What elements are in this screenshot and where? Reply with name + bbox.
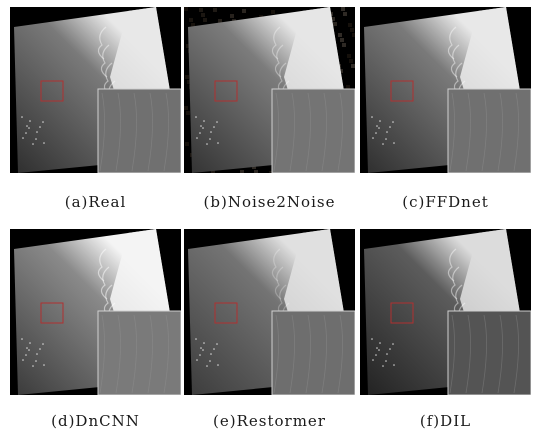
satellite-scene	[184, 229, 355, 395]
roi-box	[390, 302, 414, 324]
zoom-inset	[271, 310, 355, 395]
panel-a-image	[10, 7, 181, 173]
satellite-scene	[10, 229, 181, 395]
caption-b: (b)Noise2Noise	[203, 193, 336, 211]
roi-box	[40, 80, 64, 102]
panel-d-image	[10, 229, 181, 395]
zoom-inset	[447, 88, 531, 173]
zoom-inset	[271, 88, 355, 173]
caption-d: (d)DnCNN	[51, 412, 140, 430]
satellite-scene	[10, 7, 181, 173]
caption-e: (e)Restormer	[213, 412, 326, 430]
panel-e-image	[184, 229, 355, 395]
caption-a: (a)Real	[64, 193, 127, 211]
caption-f: (f)DIL	[419, 412, 472, 430]
zoom-inset	[97, 310, 181, 395]
zoom-inset	[97, 88, 181, 173]
satellite-scene	[184, 7, 355, 173]
satellite-scene	[360, 7, 531, 173]
panel-c-image	[360, 7, 531, 173]
panel-b-image	[184, 7, 355, 173]
zoom-inset	[447, 310, 531, 395]
caption-c: (c)FFDnet	[402, 193, 489, 211]
panel-f-image	[360, 229, 531, 395]
satellite-scene	[360, 229, 531, 395]
roi-box	[214, 80, 238, 102]
roi-box	[390, 80, 414, 102]
roi-box	[40, 302, 64, 324]
roi-box	[214, 302, 238, 324]
